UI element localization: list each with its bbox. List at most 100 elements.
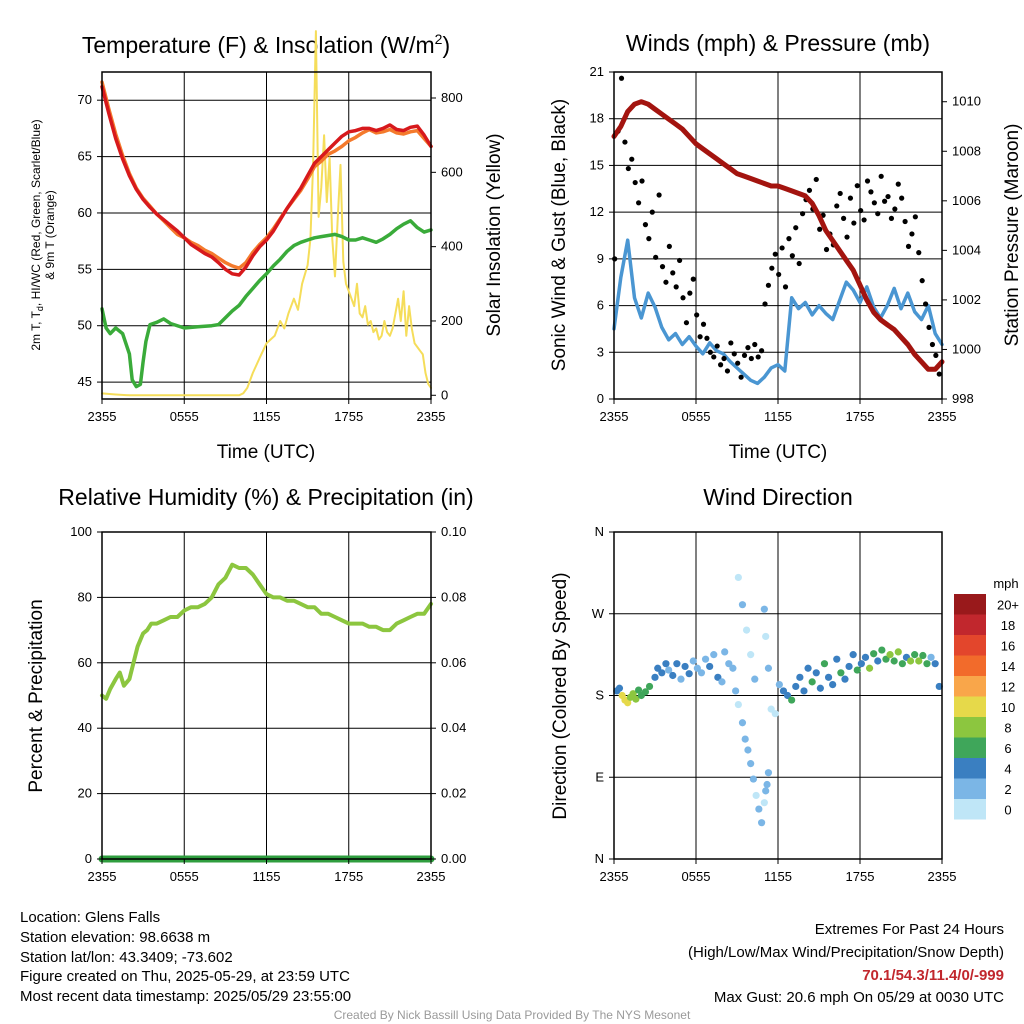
direction-point bbox=[841, 675, 849, 683]
gust-point bbox=[690, 276, 696, 282]
humidity-ticks: 2355 0555 1155 1755 2355 0 20 40 60 80 100 0.00 0.02… bbox=[70, 524, 466, 884]
direction-point bbox=[792, 682, 800, 691]
gust-point bbox=[646, 236, 652, 242]
direction-point bbox=[732, 687, 740, 695]
direction-point bbox=[906, 657, 915, 665]
direction-point bbox=[738, 601, 747, 609]
direction-point bbox=[764, 664, 773, 672]
svg-text:2m T, Td, HI/WC (Red, Green, S: 2m T, Td, HI/WC (Red, Green, Scarlet/Blu… bbox=[29, 119, 45, 350]
gust-point bbox=[837, 190, 843, 197]
x-tick-label: 1755 bbox=[846, 869, 875, 884]
gust-point bbox=[622, 139, 628, 145]
y-tick-label-right: 0.06 bbox=[441, 655, 466, 670]
y-tick-label-left: E bbox=[595, 769, 604, 784]
gust-point bbox=[731, 351, 737, 357]
direction-point bbox=[738, 719, 747, 727]
colorbar-swatch bbox=[954, 594, 986, 615]
gust-point bbox=[916, 250, 922, 256]
gust-point bbox=[680, 295, 686, 301]
temperature-plot-area bbox=[100, 30, 433, 397]
y-tick-label-right: 0.10 bbox=[441, 524, 466, 539]
direction-point bbox=[935, 682, 943, 691]
gust-point bbox=[793, 225, 799, 231]
direction-point bbox=[808, 678, 816, 686]
direction-point bbox=[685, 670, 693, 678]
gust-point bbox=[632, 179, 638, 186]
direction-title: Wind Direction bbox=[703, 484, 853, 510]
pressure-line bbox=[611, 99, 945, 372]
gust-point bbox=[666, 243, 672, 249]
wind-plot-area bbox=[611, 75, 945, 386]
temperature-panel: Temperature (F) & Insolation (W/m2) 2355… bbox=[29, 30, 505, 463]
gust-point bbox=[707, 349, 713, 355]
wind-ticks: 2355 0555 1155 1755 2355 0 3 6 9 12 15 18 21 998 1000 1… bbox=[590, 64, 981, 424]
gust-point bbox=[864, 178, 871, 184]
gust-point bbox=[694, 312, 700, 318]
gust-point bbox=[878, 173, 884, 179]
humidity-ylabel-left: Percent & Precipitation bbox=[26, 599, 47, 792]
gust-point bbox=[789, 253, 795, 259]
gust-point bbox=[639, 178, 645, 184]
direction-point bbox=[751, 675, 759, 683]
gust-point bbox=[721, 355, 727, 362]
direction-point bbox=[755, 805, 763, 813]
dewpoint-line bbox=[100, 219, 433, 389]
gust-point bbox=[823, 246, 830, 253]
x-tick-label: 0555 bbox=[170, 869, 199, 884]
temperature-ylabel-right: Solar Insolation (Yellow) bbox=[484, 133, 505, 336]
wind-xlabel: Time (UTC) bbox=[729, 442, 828, 463]
y-tick-label-left: 100 bbox=[70, 524, 92, 539]
gust-point bbox=[656, 192, 662, 198]
humidity-title: Relative Humidity (%) & Precipitation (i… bbox=[58, 484, 473, 510]
y-tick-label-right: 1010 bbox=[952, 94, 981, 109]
y-tick-label-left: 60 bbox=[78, 655, 92, 670]
direction-point bbox=[741, 735, 749, 743]
direction-point bbox=[749, 775, 758, 783]
direction-point bbox=[919, 651, 927, 660]
colorbar-label: 16 bbox=[1001, 638, 1015, 653]
temperature-title: Temperature (F) & Insolation (W/m2) bbox=[82, 31, 450, 58]
gust-point bbox=[841, 215, 847, 221]
y-tick-label-left: 60 bbox=[78, 205, 92, 220]
wind-title: Winds (mph) & Pressure (mb) bbox=[626, 30, 930, 56]
direction-point bbox=[632, 695, 640, 703]
direction-point bbox=[923, 660, 931, 668]
colorbar-swatch bbox=[954, 799, 986, 820]
gust-point bbox=[748, 355, 754, 362]
direction-point bbox=[651, 673, 659, 681]
info-recent: Most recent data timestamp: 2025/05/29 2… bbox=[20, 988, 351, 1005]
direction-point bbox=[762, 632, 770, 641]
gust-point bbox=[796, 260, 802, 267]
temp-2m-line bbox=[100, 84, 433, 277]
direction-point bbox=[816, 684, 824, 692]
direction-point bbox=[771, 710, 779, 718]
direction-point bbox=[870, 650, 878, 658]
direction-point bbox=[689, 657, 697, 665]
direction-point bbox=[744, 746, 752, 754]
direction-point bbox=[734, 700, 742, 709]
direction-point bbox=[845, 662, 853, 671]
x-tick-label: 2355 bbox=[88, 869, 117, 884]
gust-point bbox=[834, 203, 840, 209]
y-tick-label-left: 15 bbox=[590, 157, 604, 172]
y-tick-label-right: 1000 bbox=[952, 341, 981, 356]
direction-point bbox=[615, 684, 624, 692]
extremes-heading: Extremes For Past 24 Hours bbox=[815, 921, 1004, 938]
svg-text:& 9m T (Orange): & 9m T (Orange) bbox=[43, 190, 57, 280]
colorbar-label: 18 bbox=[1001, 618, 1015, 633]
direction-point bbox=[701, 655, 710, 663]
gust-point bbox=[728, 340, 734, 346]
gust-point bbox=[629, 156, 635, 162]
direction-point bbox=[878, 646, 886, 654]
gust-point bbox=[670, 270, 676, 276]
direction-point bbox=[812, 669, 820, 677]
direction-point bbox=[747, 760, 755, 768]
direction-point bbox=[894, 648, 902, 656]
direction-point bbox=[721, 648, 729, 656]
gust-point bbox=[663, 279, 669, 285]
y-tick-label-right: 400 bbox=[441, 239, 463, 254]
gust-point bbox=[892, 206, 898, 212]
direction-point bbox=[804, 664, 812, 672]
x-tick-label: 1155 bbox=[764, 409, 792, 424]
